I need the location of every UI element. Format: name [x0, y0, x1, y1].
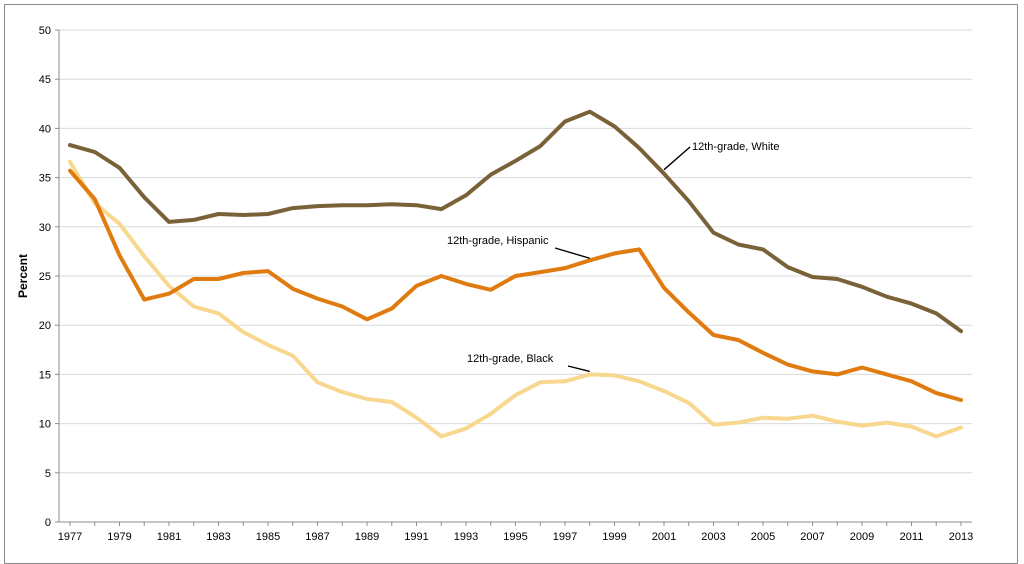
leader-line — [663, 146, 691, 171]
x-tick-label: 2009 — [850, 531, 874, 543]
x-tick-label: 1991 — [404, 531, 428, 543]
x-tick-label: 2003 — [701, 531, 725, 543]
series-label-1: 12th-grade, Hispanic — [447, 235, 549, 247]
y-tick-label: 35 — [39, 173, 51, 185]
x-tick-label: 1999 — [602, 531, 626, 543]
x-tick-label: 2001 — [652, 531, 676, 543]
y-tick-label: 15 — [39, 369, 51, 381]
x-tick-label: 1979 — [107, 531, 131, 543]
x-tick-label: 1997 — [553, 531, 577, 543]
y-tick-label: 25 — [39, 271, 51, 283]
series-line-1 — [68, 168, 963, 402]
x-tick-label: 2007 — [800, 531, 824, 543]
x-tick-label: 1981 — [157, 531, 181, 543]
x-tick-label: 2013 — [949, 531, 973, 543]
y-tick-label: 20 — [39, 320, 51, 332]
x-tick-label: 2011 — [900, 531, 924, 543]
series-lines — [68, 109, 963, 439]
leader-line — [554, 247, 590, 259]
y-tick-label: 45 — [39, 74, 51, 86]
y-tick-label: 10 — [39, 419, 51, 431]
x-tick-label: 1977 — [58, 531, 82, 543]
y-tick-label: 30 — [39, 222, 51, 234]
x-tick-label: 1985 — [256, 531, 280, 543]
y-tick-label: 40 — [39, 123, 51, 135]
y-tick-label: 0 — [45, 517, 51, 529]
x-tick-label: 1995 — [503, 531, 527, 543]
x-tick-label: 2005 — [751, 531, 775, 543]
series-labels: 12th-grade, White 12th-grade, Hispanic 12t… — [447, 141, 779, 373]
series-label-0: 12th-grade, White — [692, 141, 779, 153]
x-tick-label: 1987 — [305, 531, 329, 543]
x-tick-label: 1993 — [454, 531, 478, 543]
leader-line — [567, 365, 590, 373]
series-label-2: 12th-grade, Black — [467, 353, 554, 365]
series-line-0 — [68, 109, 963, 334]
series-line-2 — [68, 159, 963, 439]
x-axis-ticks: 1977 1979 1981 1983 1985 1987 1989 1991 1993 1995… — [58, 522, 973, 543]
gridlines — [59, 29, 972, 474]
y-axis-title: Percent — [16, 254, 30, 298]
y-axis-ticks: 0 5 10 15 20 25 30 35 40 45 50 — [39, 25, 59, 529]
x-tick-label: 1989 — [355, 531, 379, 543]
y-tick-label: 5 — [45, 468, 51, 480]
x-tick-label: 1983 — [206, 531, 230, 543]
y-tick-label: 50 — [39, 25, 51, 37]
